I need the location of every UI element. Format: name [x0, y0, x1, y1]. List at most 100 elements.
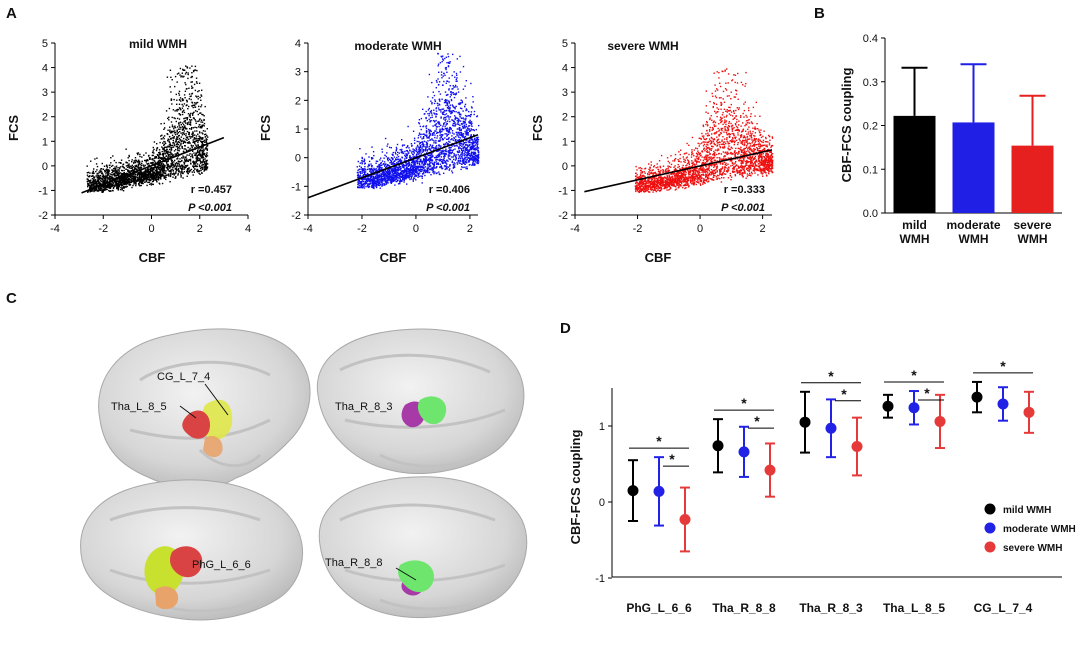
scatter-point [100, 180, 102, 182]
scatter-point [94, 158, 96, 160]
scatter-point [377, 179, 379, 181]
scatter-point [153, 171, 155, 173]
scatter-point [387, 169, 389, 171]
scatter-point [404, 171, 406, 173]
scatter-point [182, 128, 185, 130]
scatter-x-tick-label: -2 [98, 223, 108, 235]
scatter-point [447, 53, 449, 55]
scatter-point [466, 151, 469, 153]
scatter-point [130, 180, 133, 182]
scatter-point [380, 164, 382, 166]
scatter-point [87, 175, 89, 178]
scatter-point [100, 168, 103, 170]
scatter-point [449, 168, 451, 170]
scatter-point [186, 168, 189, 171]
scatter-point [448, 116, 450, 118]
scatter-point [456, 86, 458, 88]
scatter-point [448, 137, 450, 139]
scatter-point [195, 152, 198, 154]
scatter-point [460, 102, 462, 104]
scatter-point [180, 144, 182, 146]
scatter-point [156, 147, 158, 149]
scatter-point [410, 171, 412, 173]
scatter-point [380, 162, 383, 164]
scatter-point [167, 173, 170, 175]
scatter-point [385, 170, 387, 173]
scatter-point [472, 140, 474, 143]
scatter-point [439, 129, 441, 131]
scatter-point [151, 167, 153, 169]
scatter-point [444, 144, 446, 146]
scatter-point [459, 55, 461, 58]
scatter-point [152, 170, 154, 172]
scatter-point [203, 139, 206, 142]
scatter-point [135, 184, 137, 187]
scatter-point [145, 161, 147, 163]
scatter-point [122, 166, 124, 168]
scatter-point [379, 165, 381, 167]
scatter-point [136, 176, 138, 178]
scatter-point [359, 172, 362, 175]
scatter-point [196, 82, 198, 84]
scatter-point [391, 153, 393, 156]
scatter-point [144, 177, 146, 179]
scatter-point [160, 157, 162, 159]
scatter-point [189, 137, 192, 139]
scatter-point [104, 179, 106, 182]
scatter-point [131, 167, 133, 169]
scatter-point [174, 117, 176, 120]
scatter-point [177, 168, 180, 171]
scatter-point [410, 173, 412, 176]
scatter-point [103, 186, 105, 189]
scatter-point [390, 147, 392, 149]
scatter-point [88, 180, 90, 182]
scatter-point [183, 125, 186, 127]
scatter-point [448, 150, 450, 152]
scatter-point [440, 71, 443, 73]
scatter-point [114, 168, 116, 171]
scatter-point [169, 143, 171, 145]
scatter-point [360, 181, 362, 183]
scatter-point [204, 163, 207, 166]
scatter-point [363, 185, 366, 187]
scatter-point [451, 138, 453, 140]
scatter-point [461, 125, 464, 128]
scatter-point [413, 155, 415, 158]
scatter-point [451, 104, 453, 106]
scatter-point [195, 154, 197, 157]
scatter-point [422, 141, 424, 143]
scatter-point [127, 164, 129, 166]
scatter-point [104, 188, 107, 190]
scatter-point [395, 146, 398, 149]
scatter-y-tick-label: 0 [295, 153, 301, 165]
scatter-point [471, 157, 473, 159]
scatter-point [432, 139, 434, 141]
scatter-point [419, 168, 422, 170]
scatter-point [109, 187, 112, 189]
scatter-point [166, 76, 169, 78]
scatter-point [406, 168, 409, 170]
scatter-point [200, 95, 203, 97]
scatter-point [120, 183, 122, 185]
scatter-point [163, 149, 165, 152]
scatter-point [162, 167, 165, 169]
scatter-point [474, 159, 476, 161]
scatter-point [176, 81, 178, 83]
scatter-point [425, 160, 427, 163]
scatter-point [108, 170, 110, 172]
scatter-point [393, 173, 395, 175]
scatter-point [439, 100, 441, 102]
scatter-point [390, 163, 393, 165]
scatter-point [395, 174, 397, 177]
scatter-point [159, 168, 161, 170]
scatter-point [420, 136, 422, 138]
scatter-point [99, 171, 102, 173]
scatter-point [424, 163, 427, 165]
scatter-point [399, 169, 401, 171]
scatter-point [421, 173, 424, 175]
scatter-point [99, 183, 101, 185]
scatter-point [425, 135, 428, 137]
scatter-point [196, 171, 199, 173]
scatter-point [201, 156, 204, 159]
scatter-point [378, 168, 381, 171]
